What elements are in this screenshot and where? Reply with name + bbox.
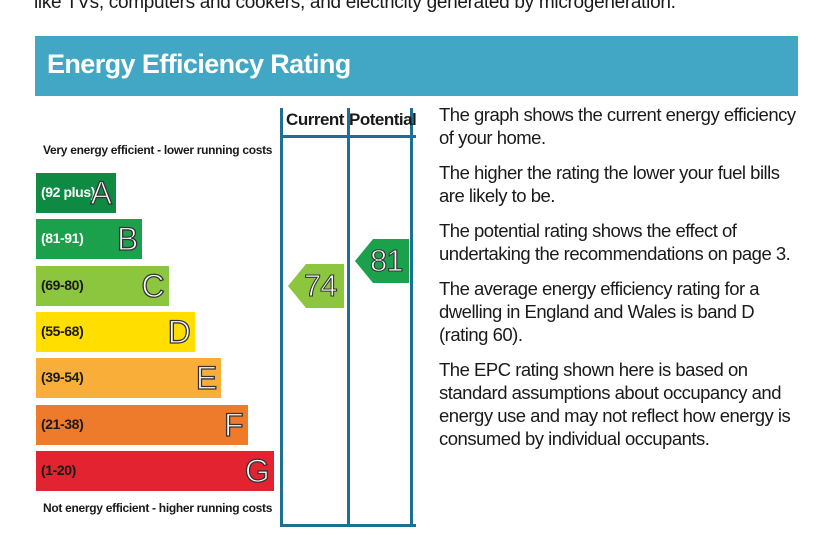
explanation-paragraph: The potential rating shows the effect of…	[439, 220, 791, 264]
band-f: (21-38) F	[36, 404, 248, 445]
potential-header: Potential	[349, 110, 417, 129]
explanation-paragraph: The average energy efficiency rating for…	[439, 278, 760, 345]
column-bottom-rule	[280, 524, 416, 527]
band-range-label: (81-91)	[41, 230, 84, 247]
scale-bottom-label: Not energy efficient - higher running co…	[43, 501, 273, 515]
band-d: (55-68) D	[36, 311, 195, 352]
band-g: (1-20) G	[36, 450, 274, 491]
band-range-label: (1-20)	[41, 461, 76, 478]
current-rating-arrow: 74	[288, 264, 344, 308]
band-letter: D	[167, 313, 191, 350]
band-range-label: (55-68)	[41, 322, 84, 339]
explanation-paragraph: The EPC rating shown here is based on st…	[439, 359, 791, 449]
band-a: (92 plus) A	[36, 173, 116, 213]
band-c: (69-80) C	[36, 265, 169, 306]
band-letter: B	[116, 221, 139, 258]
potential-rating-value: 81	[369, 242, 404, 278]
current-column	[280, 108, 350, 527]
explanation-paragraph: The graph shows the current energy effic…	[439, 104, 796, 148]
band-b: (81-91) B	[36, 219, 143, 260]
band-range-label: (69-80)	[41, 276, 84, 293]
band-letter: G	[244, 452, 270, 489]
current-rating-value: 74	[303, 267, 338, 303]
band-letter: C	[141, 267, 165, 304]
band-letter: E	[195, 360, 218, 397]
header-title: Energy Efficiency Rating	[47, 49, 351, 79]
intro-text: like TVs, computers and cookers, and ele…	[34, 0, 676, 13]
band-range-label: (21-38)	[41, 415, 84, 432]
explanation-text: The graph shows the current energy effic…	[439, 103, 801, 462]
explanation-paragraph: The higher the rating the lower your fue…	[439, 162, 780, 206]
band-e: (39-54) E	[36, 358, 222, 399]
current-header: Current	[286, 110, 344, 129]
header-bar: Energy Efficiency Rating	[35, 36, 798, 96]
band-range-label: (39-54)	[41, 369, 84, 386]
potential-rating-arrow: 81	[355, 239, 409, 283]
band-letter: F	[223, 406, 244, 443]
potential-column	[346, 108, 413, 527]
band-letter: A	[90, 174, 113, 211]
band-range-label: (92 plus)	[41, 184, 95, 200]
scale-top-label: Very energy efficient - lower running co…	[43, 143, 273, 157]
column-header-rule	[280, 135, 416, 138]
